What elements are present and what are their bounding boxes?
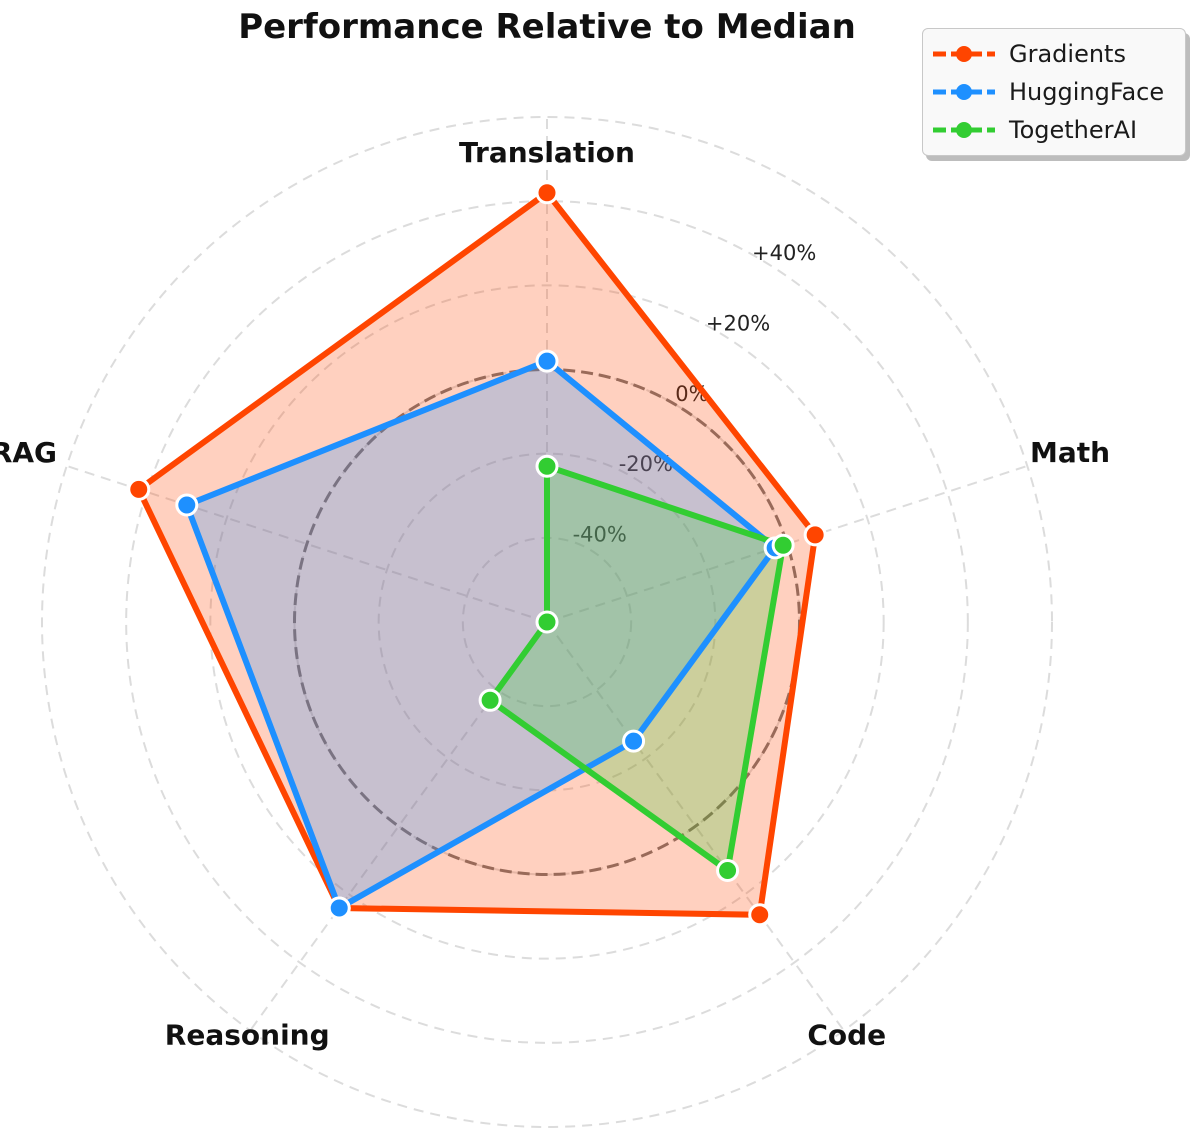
legend-item-gradients: Gradients [931,37,1126,71]
data-point-huggingface-reasoning [327,896,351,920]
series-line-huggingface [182,357,780,913]
category-label-translation: Translation [459,136,635,169]
data-point-huggingface-code [622,729,646,753]
category-labels: Translation Math Code Reasoning RAG [0,136,1110,1052]
series-area-togetherai [490,466,784,871]
series-area-gradients [138,192,816,915]
legend-label-gradients: Gradients [1009,40,1126,68]
series-area-huggingface [186,361,776,909]
series-areas [138,192,816,915]
category-label-code: Code [807,1019,886,1052]
series-line-gradients [135,188,819,918]
grid-circle [209,284,885,960]
data-point-togetherai-math [771,533,795,557]
data-point-gradients-rag [127,477,151,501]
grid-circle [41,116,1053,1128]
legend-swatch-togetherai [933,122,995,138]
legend-swatch-huggingface [933,84,995,100]
legend-item-huggingface: HuggingFace [931,75,1164,109]
series-line-togetherai [485,462,787,876]
radial-tick-label: +20% [706,311,770,335]
data-point-huggingface-rag [175,493,199,517]
data-point-gradients-math [803,523,827,547]
series-points [127,181,827,927]
series-lines [135,188,819,918]
category-label-reasoning: Reasoning [165,1019,330,1052]
legend: Gradients HuggingFace TogetherAI [922,28,1186,156]
chart-title: Performance Relative to Median [238,7,856,47]
radial-tick-labels: -40%-20%0%+20%+40% [573,241,817,547]
data-point-gradients-code [748,903,772,927]
grid-circle [125,200,969,1044]
legend-label-huggingface: HuggingFace [1009,78,1165,106]
radial-tick-label: +40% [752,241,816,265]
legend-label-togetherai: TogetherAI [1009,116,1138,144]
data-point-togetherai-code [716,859,740,883]
category-label-rag: RAG [0,436,57,469]
data-point-togetherai-translation [535,454,559,478]
legend-swatch-gradients [933,46,995,62]
data-point-gradients-translation [535,181,559,205]
data-point-huggingface-translation [535,349,559,373]
data-point-togetherai-reasoning [478,688,502,712]
category-label-math: Math [1030,436,1110,469]
radial-tick-label: -40% [573,523,627,547]
data-point-togetherai-rag [535,610,559,634]
legend-item-togetherai: TogetherAI [931,113,1137,147]
